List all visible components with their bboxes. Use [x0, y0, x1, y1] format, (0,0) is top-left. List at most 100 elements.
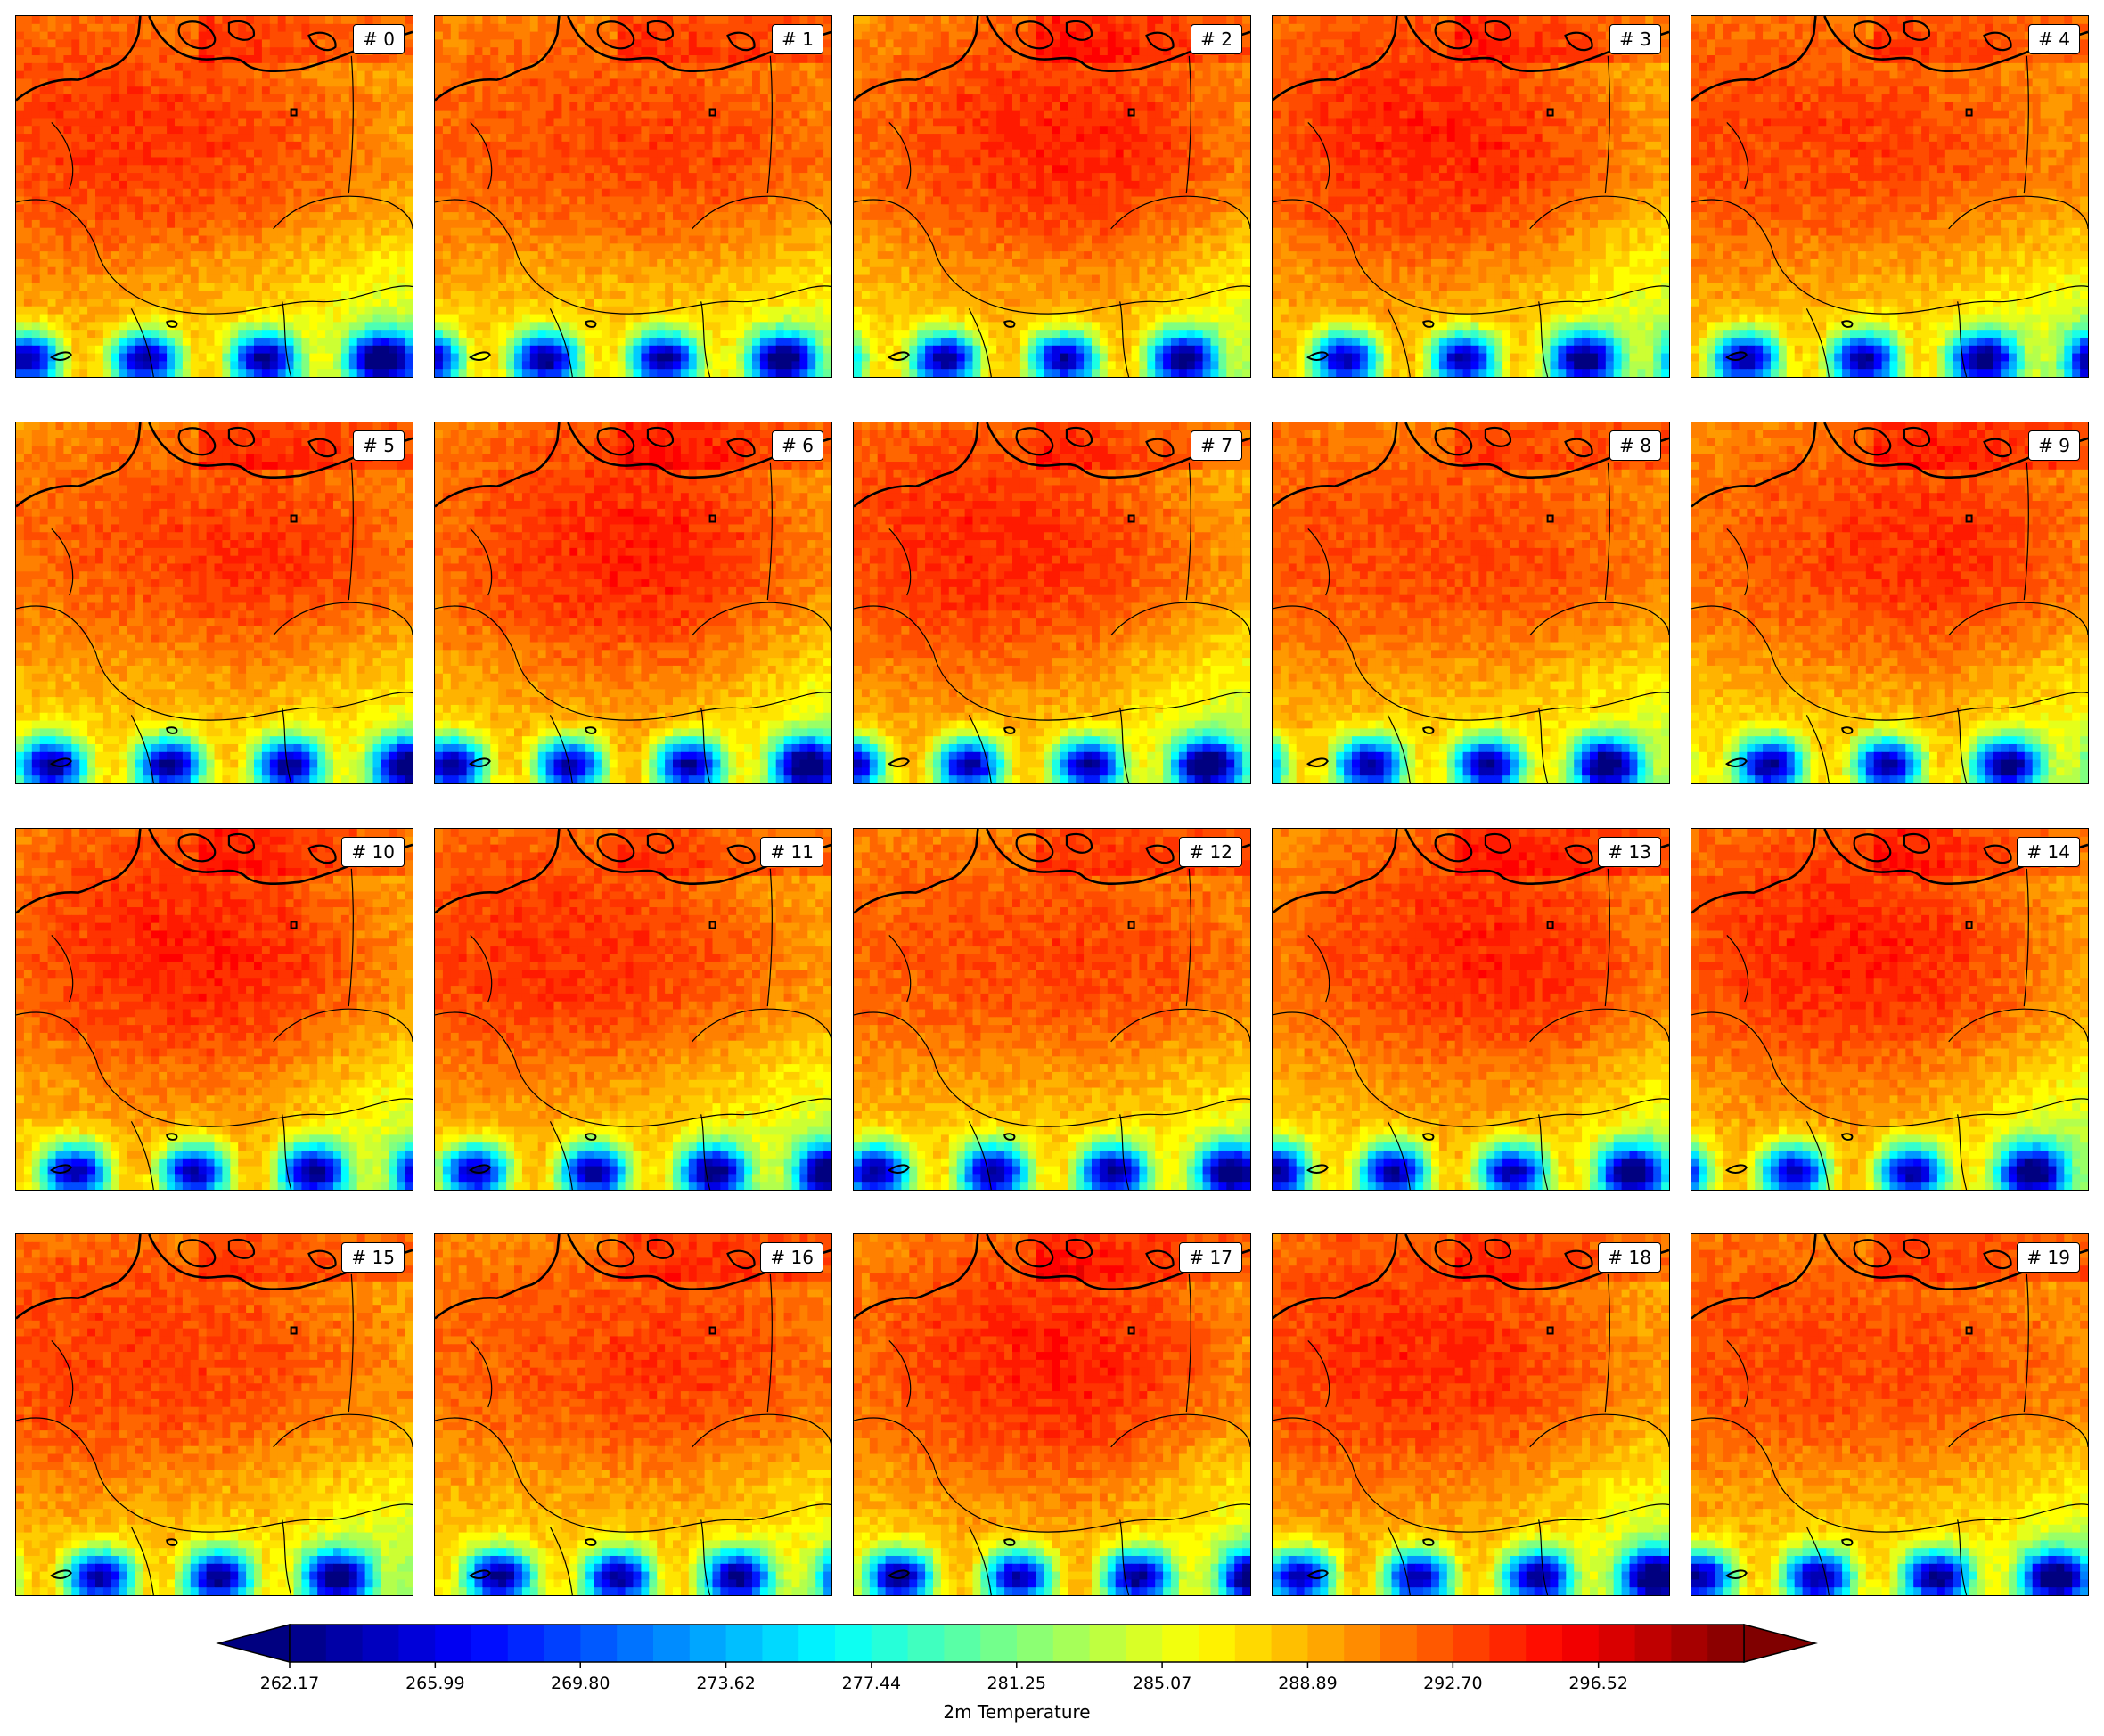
member-label: # 4: [2028, 24, 2080, 54]
lake-outlines: [1725, 108, 1973, 361]
temperature-cells: [1273, 16, 1669, 377]
ensemble-member-panel: # 17: [853, 1233, 1251, 1596]
temperature-field-map: [1691, 1234, 2088, 1595]
island-outlines: [1015, 426, 1175, 458]
colorbar-extend-low: [216, 1624, 291, 1663]
lake-outlines: [1306, 921, 1554, 1174]
island-outlines: [596, 832, 756, 864]
ensemble-member-panel: # 14: [1691, 828, 2089, 1191]
country-borders: [1273, 1273, 1669, 1595]
lake-outlines: [50, 921, 298, 1174]
temperature-cells: [1691, 1234, 2088, 1595]
colorbar-swatch: [471, 1625, 509, 1662]
colorbar-swatch: [1271, 1625, 1308, 1662]
colorbar-swatch: [617, 1625, 654, 1662]
lake-outlines: [50, 1326, 298, 1579]
colorbar-swatch: [944, 1625, 981, 1662]
ensemble-member-panel: # 12: [853, 828, 1251, 1191]
colorbar-tick-label: 292.70: [1423, 1674, 1482, 1693]
temperature-cells: [16, 1234, 413, 1595]
ensemble-member-panel: # 0: [15, 15, 413, 378]
member-label: # 2: [1191, 24, 1242, 54]
colorbar-swatch: [1562, 1625, 1600, 1662]
country-borders: [854, 1273, 1250, 1595]
temperature-field-map: [16, 1234, 413, 1595]
island-outlines: [1434, 1238, 1593, 1270]
colorbar-swatch: [435, 1625, 472, 1662]
member-label: # 10: [341, 837, 405, 867]
colorbar-swatch: [653, 1625, 691, 1662]
member-label: # 3: [1609, 24, 1661, 54]
colorbar-swatch: [362, 1625, 399, 1662]
member-label: # 14: [2017, 837, 2080, 867]
colorbar-tick-label: 269.80: [551, 1674, 610, 1693]
temperature-field-map: [1273, 16, 1669, 377]
colorbar-swatch: [580, 1625, 618, 1662]
island-outlines: [596, 426, 756, 458]
lake-outlines: [50, 514, 298, 767]
colorbar-swatch: [725, 1625, 763, 1662]
temperature-cells: [16, 16, 413, 377]
ensemble-member-panel: # 3: [1272, 15, 1670, 378]
temperature-field-map: [1273, 829, 1669, 1190]
member-label: # 8: [1609, 430, 1661, 461]
colorbar-tick-label: 273.62: [696, 1674, 755, 1693]
lake-outlines: [469, 514, 716, 767]
colorbar-tick-label: 285.07: [1133, 1674, 1191, 1693]
colorbar-swatch: [1089, 1625, 1126, 1662]
temperature-field-map: [435, 829, 831, 1190]
temperature-cells: [1273, 829, 1669, 1190]
member-label: # 5: [353, 430, 405, 461]
colorbar-swatch: [325, 1625, 364, 1662]
colorbar-swatch: [1234, 1625, 1273, 1662]
island-outlines: [596, 1238, 756, 1270]
colorbar-swatch: [1453, 1625, 1490, 1662]
member-label: # 0: [353, 24, 405, 54]
temperature-field-map: [435, 1234, 831, 1595]
country-borders: [435, 868, 831, 1190]
ensemble-member-panel: # 11: [434, 828, 832, 1191]
country-borders: [16, 1273, 413, 1595]
colorbar-swatch: [1489, 1625, 1527, 1662]
country-borders: [435, 55, 831, 377]
temperature-field-map: [1273, 1234, 1669, 1595]
ensemble-member-panel: # 13: [1272, 828, 1670, 1191]
colorbar-swatch: [1344, 1625, 1381, 1662]
island-outlines: [177, 832, 337, 864]
lake-outlines: [1306, 1326, 1554, 1579]
temperature-cells: [1691, 16, 2088, 377]
temperature-field-map: [854, 422, 1250, 783]
island-outlines: [1434, 832, 1593, 864]
colorbar-swatch: [689, 1625, 727, 1662]
colorbar-swatch: [835, 1625, 872, 1662]
ensemble-member-panel: # 18: [1272, 1233, 1670, 1596]
ensemble-member-panel: # 5: [15, 422, 413, 784]
temperature-field-map: [435, 422, 831, 783]
country-borders: [1273, 868, 1669, 1190]
ensemble-member-panel: # 1: [434, 15, 832, 378]
member-label: # 16: [760, 1242, 823, 1273]
country-borders: [1691, 1273, 2088, 1595]
ensemble-member-panel: # 8: [1272, 422, 1670, 784]
colorbar-swatch: [798, 1625, 836, 1662]
lake-outlines: [888, 1326, 1135, 1579]
colorbar-tick-label: 262.17: [260, 1674, 319, 1693]
island-outlines: [1015, 832, 1175, 864]
country-borders: [16, 462, 413, 783]
member-label: # 15: [341, 1242, 405, 1273]
lake-outlines: [1306, 108, 1554, 361]
colorbar-ticks: 262.17 265.99 269.80 273.62 277.44 281.25 285.…: [260, 1662, 1628, 1693]
country-borders: [1691, 462, 2088, 783]
island-outlines: [177, 426, 337, 458]
colorbar-swatch: [1671, 1625, 1708, 1662]
colorbar-tick-label: 277.44: [842, 1674, 901, 1693]
temperature-field-map: [1691, 422, 2088, 783]
island-outlines: [1015, 1238, 1175, 1270]
colorbar-tick-label: 296.52: [1568, 1674, 1627, 1693]
colorbar-swatch: [1162, 1625, 1199, 1662]
colorbar-swatch: [1199, 1625, 1236, 1662]
colorbar-swatch: [762, 1625, 799, 1662]
temperature-field-map: [16, 422, 413, 783]
colorbar-swatch: [1598, 1625, 1636, 1662]
